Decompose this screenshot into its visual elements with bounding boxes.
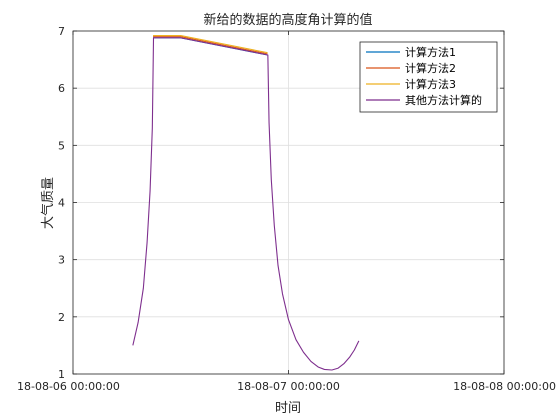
series-line-2 <box>153 36 268 55</box>
legend-label: 计算方法1 <box>405 45 456 59</box>
y-axis-label: 大气质量 <box>40 177 56 229</box>
series-line-4 <box>132 37 360 371</box>
y-tick-label: 4 <box>58 197 65 210</box>
y-tick-label: 1 <box>58 368 65 381</box>
chart-title: 新给的数据的高度角计算的值 <box>203 12 372 28</box>
y-tick-label: 2 <box>58 311 65 324</box>
y-tick-label: 3 <box>58 254 65 267</box>
legend-label: 计算方法3 <box>405 77 456 91</box>
x-tick-label: 18-08-08 00:00:00 <box>453 380 556 393</box>
legend-label: 其他方法计算的 <box>405 93 482 107</box>
ticks-layer: 1 2 3 4 5 6 7 18-08-06 00:00:00 18-08-07 00:00:0… <box>17 25 556 393</box>
y-tick-label: 7 <box>58 25 65 38</box>
series-line-3 <box>153 35 268 54</box>
series-layer <box>132 35 360 371</box>
legend: 计算方法1 计算方法2 计算方法3 其他方法计算的 <box>359 41 498 113</box>
y-tick-label: 5 <box>58 139 65 152</box>
legend-label: 计算方法2 <box>405 61 456 75</box>
x-tick-label: 18-08-06 00:00:00 <box>17 380 120 393</box>
x-tick-label: 18-08-07 00:00:00 <box>237 380 340 393</box>
y-tick-label: 6 <box>58 82 65 95</box>
x-axis-label: 时间 <box>275 401 301 416</box>
